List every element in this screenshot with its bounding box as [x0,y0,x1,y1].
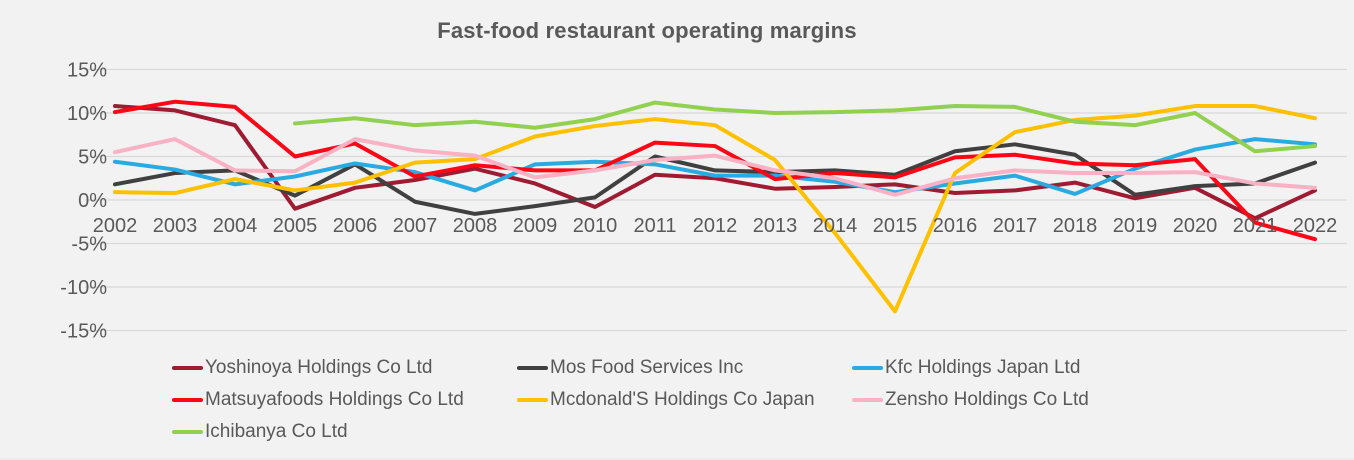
y-axis-tick-label: 5% [78,147,107,169]
x-axis-tick-label: 2021 [1233,215,1278,237]
x-axis-tick-label: 2004 [213,215,258,237]
legend-item: Zensho Holdings Co Ltd [852,389,1197,411]
x-axis-tick-label: 2017 [993,215,1038,237]
series-line-2 [113,142,1317,216]
x-axis-tick-label: 2022 [1293,215,1338,237]
x-axis-tick-label: 2005 [273,215,318,237]
x-axis-tick-label: 2019 [1113,215,1158,237]
legend-label: Matsuyafoods Holdings Co Ltd [205,389,464,410]
x-axis-tick-label: 2013 [753,215,798,237]
legend-item: Mcdonald'S Holdings Co Japan [517,389,852,411]
legend-swatch [172,366,203,370]
legend-swatch [517,366,548,370]
series-line-5 [113,104,1317,314]
legend-label: Mos Food Services Inc [550,357,744,378]
series-line-1 [113,104,1317,221]
legend-swatch [852,366,883,370]
legend-label: Mcdonald'S Holdings Co Japan [550,389,815,410]
legend-swatch [172,430,203,434]
x-axis-tick-label: 2015 [873,215,918,237]
chart-title: Fast-food restaurant operating margins [437,18,857,43]
x-axis-tick-label: 2020 [1173,215,1218,237]
x-axis-tick-label: 2018 [1053,215,1098,237]
x-axis-tick-label: 2014 [813,215,858,237]
legend-swatch [172,398,203,402]
legend-label: Zensho Holdings Co Ltd [885,389,1089,410]
legend-swatch [517,398,548,402]
x-axis-tick-label: 2012 [693,215,738,237]
series-line-6 [113,137,1317,197]
x-axis-tick-label: 2008 [453,215,498,237]
legend-item: Matsuyafoods Holdings Co Ltd [172,389,517,411]
y-axis-tick-label: -15% [60,321,107,343]
legend-swatch [852,398,883,402]
series-line-4 [113,99,1317,242]
series-line-3 [113,137,1317,196]
y-axis-tick-label: 15% [67,60,107,82]
legend-item: Yoshinoya Holdings Co Ltd [172,357,517,379]
x-axis-tick-label: 2011 [633,215,676,237]
legend-label: Yoshinoya Holdings Co Ltd [205,357,433,378]
legend-item: Mos Food Services Inc [517,357,852,379]
y-axis-tick-label: -10% [60,277,107,299]
series-line-7 [293,100,1317,154]
x-axis-tick-label: 2007 [393,215,438,237]
x-axis-tick-label: 2003 [153,215,198,237]
x-axis-tick-label: 2002 [93,215,138,237]
x-axis-tick-label: 2006 [333,215,378,237]
x-axis-tick-label: 2009 [513,215,558,237]
legend-item: Ichibanya Co Ltd [172,421,517,443]
x-axis-tick-label: 2016 [933,215,978,237]
legend-label: Kfc Holdings Japan Ltd [885,357,1081,378]
y-axis-tick-label: 10% [67,103,107,125]
chart-legend: Yoshinoya Holdings Co Ltd Mos Food Servic… [172,352,1197,448]
legend-label: Ichibanya Co Ltd [205,421,348,442]
legend-item: Kfc Holdings Japan Ltd [852,357,1197,379]
x-axis-tick-label: 2010 [573,215,618,237]
y-axis-tick-label: -5% [71,234,107,256]
y-axis-tick-label: 0% [78,190,107,212]
